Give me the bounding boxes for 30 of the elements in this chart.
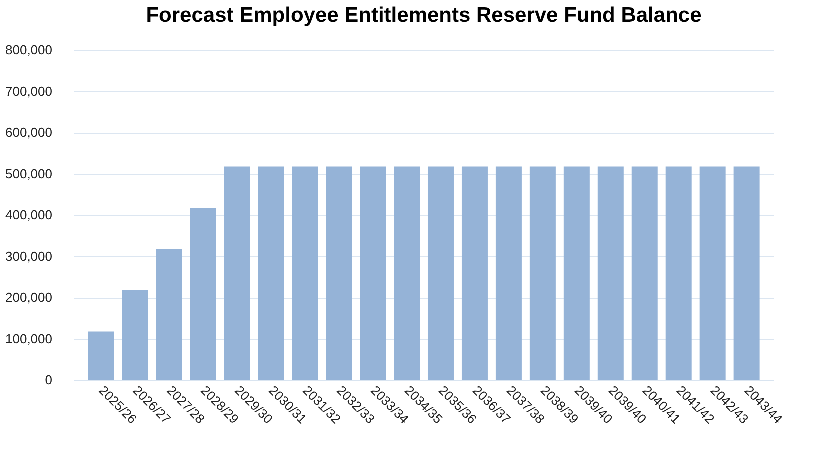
bar (394, 166, 420, 380)
bar (666, 166, 692, 380)
bar (530, 166, 556, 380)
y-tick-label: 400,000 (6, 208, 52, 222)
y-tick-label: 300,000 (6, 248, 52, 264)
y-tick-label: 600,000 (6, 125, 52, 140)
bar (734, 166, 760, 380)
bar (360, 166, 386, 380)
bar (88, 332, 114, 380)
bar (496, 166, 522, 380)
bar (700, 166, 726, 380)
bar (326, 166, 352, 380)
bar (632, 166, 658, 380)
bar (122, 290, 148, 380)
y-tick-label: 700,000 (6, 84, 52, 99)
y-tick-label: 0 (45, 372, 52, 388)
chart-title: Forecast Employee Entitlements Reserve Fund Balance (146, 4, 702, 27)
bar (292, 166, 318, 380)
y-tick-label: 800,000 (6, 42, 52, 58)
bar (156, 249, 182, 380)
y-tick-label: 500,000 (6, 166, 52, 182)
y-tick-label: 100,000 (6, 331, 52, 346)
bar (258, 166, 284, 380)
bar (598, 166, 624, 380)
bar (462, 166, 488, 380)
bar (190, 208, 216, 380)
y-tick-label: 200,000 (6, 290, 52, 305)
bar (428, 166, 454, 380)
bar (564, 166, 590, 380)
bar (224, 166, 250, 380)
